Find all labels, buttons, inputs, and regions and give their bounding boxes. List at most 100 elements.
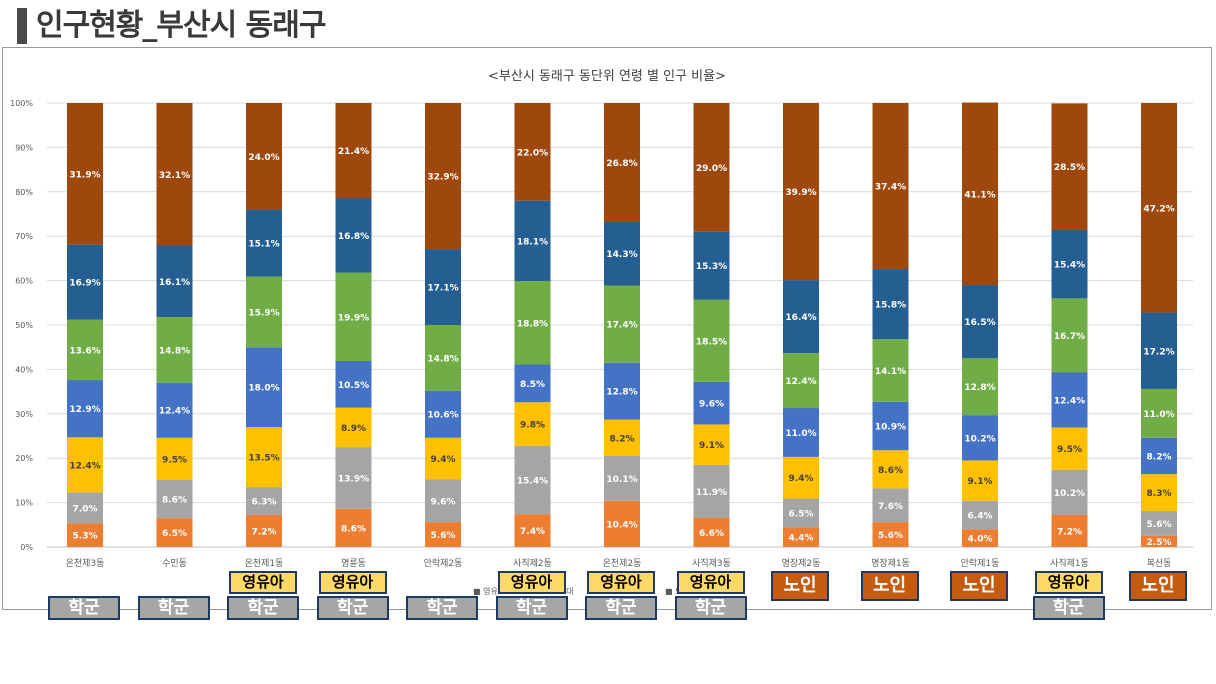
data-label: 9.4% bbox=[431, 455, 456, 465]
bar-segment bbox=[246, 515, 282, 547]
bar-segment bbox=[1051, 372, 1088, 428]
bar-segment bbox=[425, 390, 461, 438]
data-label: 5.6% bbox=[878, 531, 903, 541]
data-label: 18.5% bbox=[696, 337, 727, 347]
data-label: 6.6% bbox=[699, 529, 724, 539]
data-label: 11.9% bbox=[696, 488, 727, 498]
bar-segment bbox=[246, 347, 282, 428]
data-label: 15.1% bbox=[248, 240, 279, 250]
data-label: 17.2% bbox=[1143, 347, 1174, 357]
x-tick-label: 온천제3동 bbox=[66, 558, 105, 569]
data-label: 9.5% bbox=[1057, 445, 1082, 455]
senior-tag: 노인 bbox=[1129, 571, 1187, 601]
data-label: 8.6% bbox=[162, 496, 187, 506]
bar-segment bbox=[1051, 229, 1088, 299]
data-label: 19.9% bbox=[338, 313, 369, 323]
bar-segment bbox=[962, 529, 998, 547]
bar-segment bbox=[514, 402, 551, 446]
bar-segment bbox=[67, 380, 103, 438]
bar-segment bbox=[962, 415, 998, 461]
data-label: 7.2% bbox=[252, 528, 277, 538]
bar-segment bbox=[1051, 469, 1088, 516]
school-district-tag: 학군 bbox=[137, 596, 210, 620]
bar-segment bbox=[425, 249, 461, 325]
bar-segment bbox=[693, 299, 730, 382]
school-district-tag: 학군 bbox=[406, 596, 478, 620]
data-label: 12.8% bbox=[964, 383, 995, 393]
data-label: 15.4% bbox=[1054, 261, 1085, 271]
bar-segment bbox=[1141, 511, 1177, 536]
infant-tag: 영유아 bbox=[318, 571, 387, 594]
x-tick-label: 온천제1동 bbox=[245, 558, 284, 569]
school-district-tag: 학군 bbox=[1032, 596, 1105, 620]
bar-segment bbox=[1141, 103, 1177, 313]
bar-segment bbox=[156, 518, 193, 547]
school-district-tag: 학군 bbox=[227, 596, 299, 620]
bar-segment bbox=[1141, 388, 1177, 438]
data-label: 12.8% bbox=[606, 388, 637, 398]
bar-segment bbox=[783, 498, 819, 528]
bar-segment bbox=[783, 456, 819, 499]
data-label: 14.3% bbox=[606, 250, 637, 260]
data-label: 31.9% bbox=[69, 170, 100, 180]
data-label: 8.2% bbox=[610, 434, 635, 444]
bar-segment bbox=[693, 103, 730, 232]
bar-segment bbox=[783, 527, 819, 547]
bar-segment bbox=[604, 221, 640, 286]
x-tick-label: 수민동 bbox=[162, 558, 187, 569]
bar-segment bbox=[246, 427, 282, 488]
data-label: 14.1% bbox=[875, 367, 906, 377]
data-label: 9.5% bbox=[162, 455, 187, 465]
data-label: 5.6% bbox=[431, 531, 456, 541]
bar-segment bbox=[335, 508, 372, 547]
bar-segment bbox=[1051, 515, 1088, 547]
data-label: 16.9% bbox=[69, 279, 100, 289]
data-label: 18.1% bbox=[517, 237, 548, 247]
bar-segment bbox=[604, 103, 640, 222]
data-label: 12.4% bbox=[159, 407, 190, 417]
x-tick-label: 안락제2동 bbox=[424, 557, 463, 569]
data-label: 14.8% bbox=[427, 354, 458, 364]
data-label: 32.1% bbox=[159, 171, 190, 181]
bar-segment bbox=[872, 488, 909, 523]
data-label: 29.0% bbox=[696, 164, 727, 174]
bar-segment bbox=[156, 382, 193, 438]
bar-segment bbox=[335, 447, 372, 509]
data-label: 37.4% bbox=[875, 183, 906, 193]
infant-tag: 영유아 bbox=[676, 571, 745, 594]
page-title: 인구현황_부산시 동래구 bbox=[36, 8, 326, 43]
bar-segment bbox=[962, 358, 998, 416]
bar-segment bbox=[67, 492, 103, 524]
data-label: 16.7% bbox=[1054, 332, 1085, 342]
bar-segment bbox=[783, 280, 819, 353]
data-label: 10.1% bbox=[606, 475, 637, 485]
bar-segment bbox=[67, 244, 103, 320]
data-label: 22.0% bbox=[517, 148, 548, 158]
data-label: 9.8% bbox=[520, 421, 545, 431]
bar-segment bbox=[872, 103, 909, 270]
school-district-tag: 학군 bbox=[585, 596, 657, 620]
y-tick-label: 40% bbox=[15, 365, 33, 374]
bar-segment bbox=[604, 285, 640, 363]
data-label: 17.1% bbox=[427, 284, 458, 294]
data-label: 5.3% bbox=[73, 532, 98, 542]
bar-segment bbox=[425, 437, 461, 480]
bar-segment bbox=[246, 103, 282, 210]
data-label: 15.3% bbox=[696, 262, 727, 272]
bar-segment bbox=[604, 500, 640, 547]
y-tick-label: 80% bbox=[15, 188, 33, 197]
data-label: 6.4% bbox=[968, 512, 993, 522]
data-label: 8.2% bbox=[1147, 452, 1172, 462]
data-label: 6.5% bbox=[789, 510, 814, 520]
bar-segment bbox=[783, 408, 819, 457]
bar-segment bbox=[335, 198, 372, 273]
bar-segment bbox=[246, 209, 282, 277]
data-label: 9.4% bbox=[789, 474, 814, 484]
data-label: 6.3% bbox=[252, 498, 277, 508]
data-label: 12.4% bbox=[1054, 397, 1085, 407]
data-label: 10.6% bbox=[427, 411, 458, 421]
bar-segment bbox=[693, 381, 730, 425]
bar-segment bbox=[514, 103, 551, 201]
bar-segment bbox=[783, 352, 819, 409]
data-label: 7.6% bbox=[878, 502, 903, 512]
